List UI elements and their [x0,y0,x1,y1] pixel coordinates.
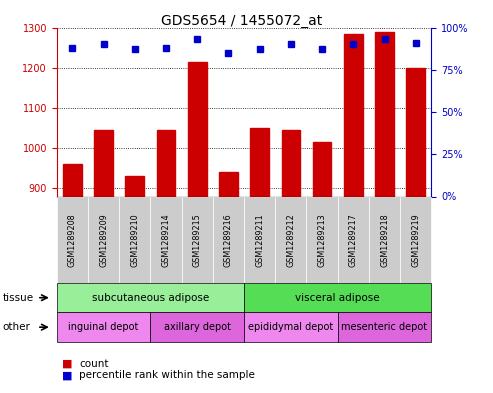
Text: mesenteric depot: mesenteric depot [342,322,427,332]
Text: axillary depot: axillary depot [164,322,231,332]
Text: ■: ■ [62,370,72,380]
Text: GSM1289218: GSM1289218 [380,213,389,266]
Text: visceral adipose: visceral adipose [295,293,380,303]
Text: inguinal depot: inguinal depot [69,322,139,332]
Text: GSM1289208: GSM1289208 [68,213,77,266]
Text: epididymal depot: epididymal depot [248,322,333,332]
Bar [250,128,269,196]
Text: GSM1289210: GSM1289210 [130,213,139,266]
Text: GDS5654 / 1455072_at: GDS5654 / 1455072_at [161,14,322,28]
Text: GSM1289214: GSM1289214 [162,213,171,266]
Text: percentile rank within the sample: percentile rank within the sample [79,370,255,380]
Bar [313,142,331,196]
Text: GSM1289211: GSM1289211 [255,213,264,266]
Text: GSM1289212: GSM1289212 [286,213,295,266]
Text: other: other [2,322,31,332]
Text: GSM1289215: GSM1289215 [193,213,202,266]
Bar [406,68,425,196]
Text: GSM1289216: GSM1289216 [224,213,233,266]
Text: count: count [79,358,108,369]
Text: GSM1289217: GSM1289217 [349,213,358,266]
Bar [157,130,176,196]
Bar [282,130,300,196]
Bar [188,62,207,196]
Bar [375,31,394,196]
Bar [344,33,363,196]
Bar [125,176,144,196]
Text: GSM1289213: GSM1289213 [317,213,326,266]
Text: GSM1289209: GSM1289209 [99,213,108,266]
Bar [94,130,113,196]
Text: subcutaneous adipose: subcutaneous adipose [92,293,209,303]
Text: tissue: tissue [2,293,34,303]
Text: GSM1289219: GSM1289219 [411,213,420,266]
Text: ■: ■ [62,358,72,369]
Bar [63,164,82,196]
Bar [219,173,238,196]
